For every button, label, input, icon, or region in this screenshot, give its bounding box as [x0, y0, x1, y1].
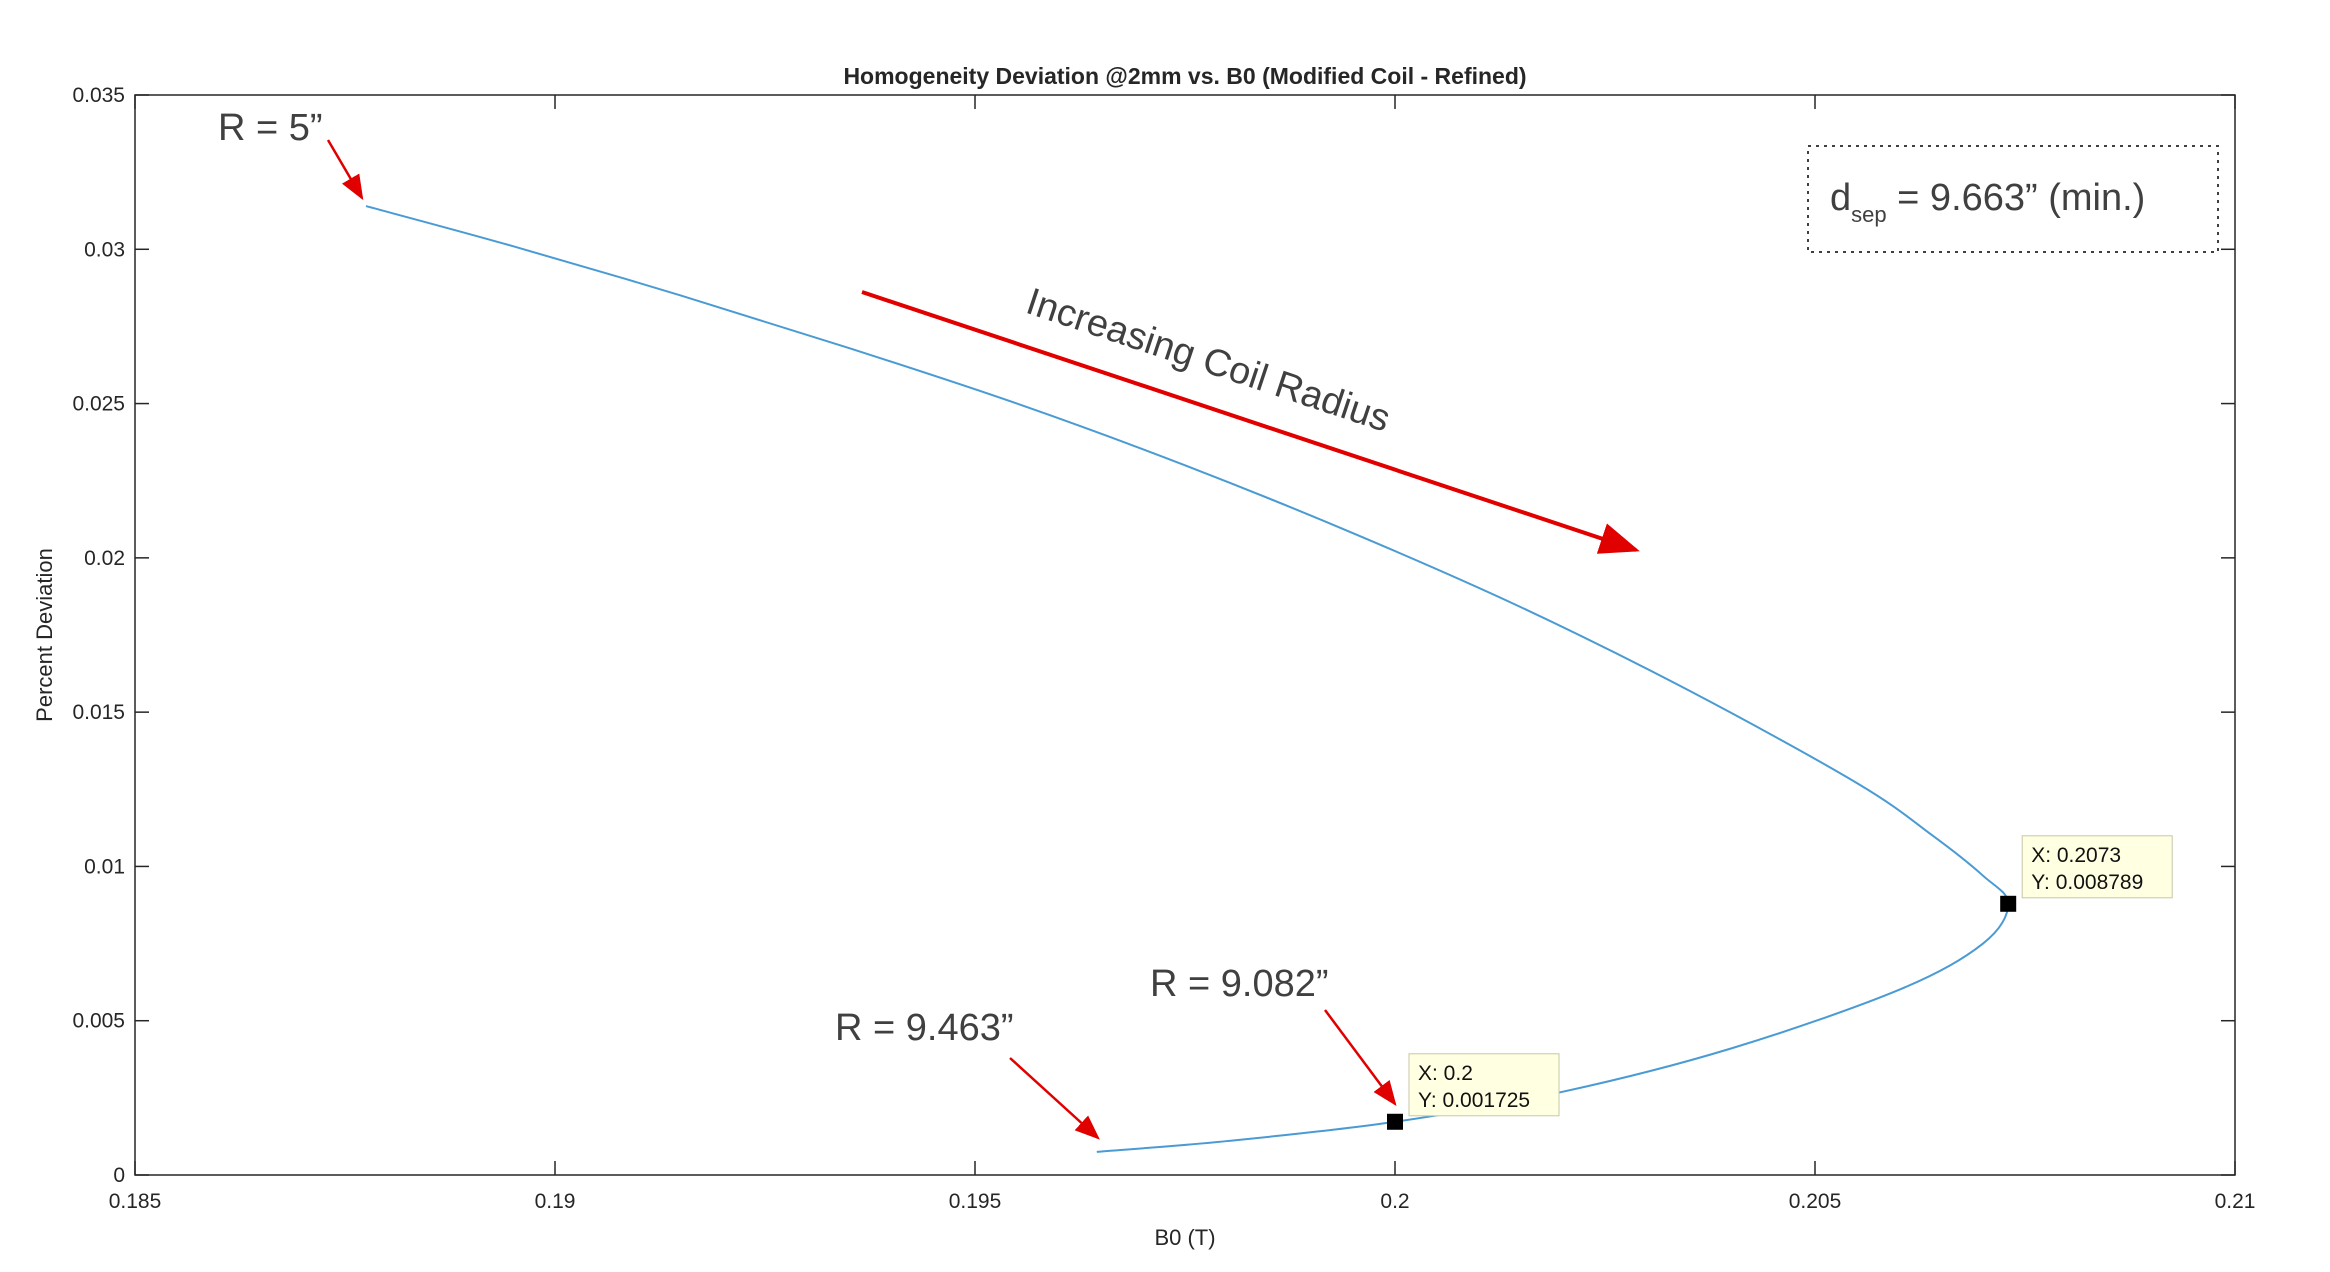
- dsep-value: = 9.663” (min.): [1887, 177, 2146, 219]
- x-tick-label: 0.195: [949, 1190, 1002, 1213]
- dsep-subscript: sep: [1851, 202, 1886, 227]
- direction-arrow: [861, 290, 1640, 554]
- dsep-label: dsep = 9.663” (min.): [1830, 177, 2145, 227]
- x-tick-label: 0.2: [1380, 1190, 1409, 1213]
- y-tick-label: 0.025: [72, 393, 125, 416]
- r-end-arrow: [1009, 1057, 1100, 1140]
- x-tick-label: 0.21: [2215, 1190, 2256, 1213]
- r-end-label: R = 9.463”: [835, 1007, 1014, 1049]
- dsep-box: [1807, 145, 2219, 253]
- axis-ticks: [134, 94, 2236, 1176]
- datatips-layer: X: 0.2073 Y: 0.008789 X: 0.2 Y: 0.001725: [1387, 835, 2173, 1130]
- y-tick-label: 0: [113, 1164, 125, 1187]
- y-tick-label: 0.03: [84, 238, 125, 261]
- r-start-label: R = 5”: [218, 107, 323, 149]
- y-tick-label: 0.035: [72, 84, 125, 107]
- datatip-y-label: Y: 0.001725: [1418, 1089, 1530, 1112]
- r-start-arrow: [326, 139, 364, 201]
- r-mid-label: R = 9.082”: [1150, 963, 1329, 1005]
- y-tick-label: 0.02: [84, 547, 125, 570]
- plot-area: [134, 94, 2236, 1176]
- x-axis-label: B0 (T): [1154, 1225, 1215, 1250]
- y-tick-label: 0.01: [84, 855, 125, 878]
- axis-tick-labels: 0.185 0.19 0.195 0.2 0.205 0.21 0 0.005 0.01 0.01…: [72, 84, 2255, 1213]
- x-tick-label: 0.19: [535, 1190, 576, 1213]
- datatip-x-label: X: 0.2073: [2031, 844, 2121, 867]
- series-line: [365, 205, 2010, 1153]
- datatip-marker: [1387, 1113, 1403, 1130]
- y-tick-label: 0.005: [72, 1010, 125, 1033]
- datatip-box: [1408, 1053, 1560, 1117]
- dsep-prefix: d: [1830, 177, 1851, 219]
- datatip-marker: [2000, 895, 2017, 912]
- datatip-x-label: X: 0.2: [1418, 1062, 1473, 1085]
- datatip-y-label: Y: 0.008789: [2031, 871, 2143, 894]
- datatip-box: [2021, 835, 2173, 899]
- chart-title: Homogeneity Deviation @2mm vs. B0 (Modif…: [843, 63, 1526, 89]
- x-tick-label: 0.205: [1789, 1190, 1842, 1213]
- x-tick-label: 0.185: [109, 1190, 162, 1213]
- r-mid-arrow: [1323, 1009, 1397, 1107]
- y-axis-label: Percent Deviation: [32, 548, 57, 722]
- y-tick-label: 0.015: [72, 701, 125, 724]
- series-layer: [365, 205, 2010, 1153]
